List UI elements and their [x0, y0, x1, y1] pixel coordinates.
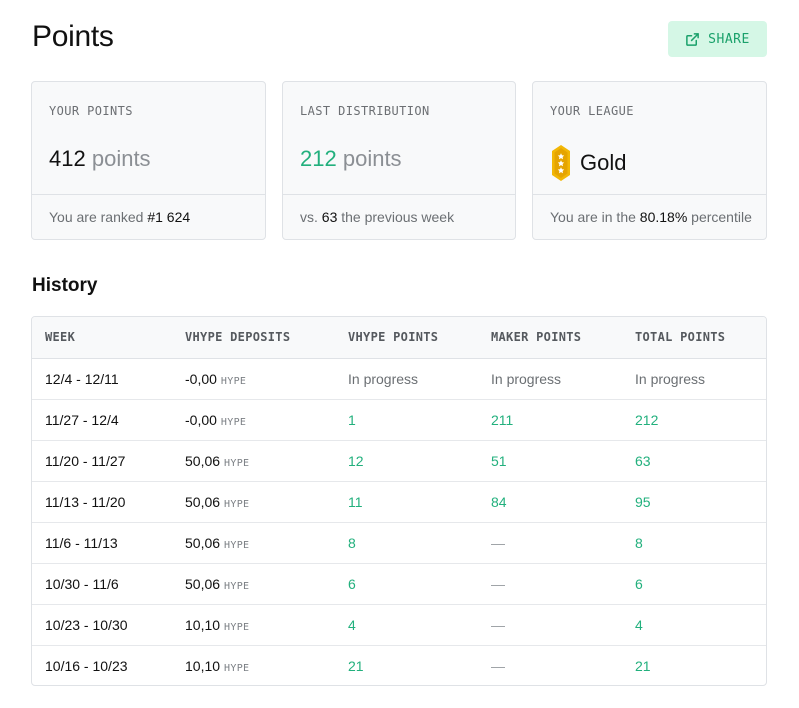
deposit-cell: 50,06 HYPE: [172, 481, 335, 523]
week-cell: 11/27 - 12/4: [32, 399, 172, 441]
currency-label: HYPE: [224, 457, 250, 469]
vhype-points-cell: 8: [335, 522, 478, 564]
share-button[interactable]: SHARE: [668, 21, 767, 57]
total-points-cell: 212: [622, 399, 766, 441]
maker-points-cell: 84: [478, 481, 622, 523]
column-header-vhype-deposits: VHYPE DEPOSITS: [172, 317, 335, 359]
vhype-points-cell: 1: [335, 399, 478, 441]
currency-label: HYPE: [224, 580, 250, 592]
total-points-cell: 8: [622, 522, 766, 564]
vhype-points-cell: 11: [335, 481, 478, 523]
column-header-total-points: TOTAL POINTS: [622, 317, 766, 359]
table-row: 11/20 - 11/27 50,06 HYPE 12 51 63: [32, 440, 766, 482]
your-points-unit: points: [91, 146, 151, 171]
deposit-cell: 10,10 HYPE: [185, 657, 250, 674]
column-header-vhype-points: VHYPE POINTS: [335, 317, 478, 359]
deposit-cell: -0,00 HYPE: [172, 399, 335, 441]
week-cell: 11/20 - 11/27: [32, 440, 172, 482]
maker-points-cell: —: [478, 604, 622, 646]
currency-label: HYPE: [224, 621, 250, 633]
external-link-icon: [685, 32, 700, 47]
previous-week-value: 63: [321, 209, 338, 225]
week-cell: 12/4 - 12/11: [32, 358, 172, 400]
total-points-cell: 63: [622, 440, 766, 482]
percentile-value: 80.18%: [639, 209, 688, 225]
deposit-cell: 50,06 HYPE: [172, 440, 335, 482]
vhype-points-cell: 4: [335, 604, 478, 646]
table-row: 12/4 - 12/11 -0,00 HYPE In progress In pr…: [32, 358, 766, 400]
rank-value: #1 624: [147, 209, 191, 225]
card-divider: [283, 194, 515, 195]
league-percentile: You are in the 80.18% percentile: [550, 209, 752, 225]
column-header-week: WEEK: [32, 317, 172, 359]
total-points-cell: 6: [622, 563, 766, 605]
league-caption: YOUR LEAGUE: [550, 104, 634, 118]
table-row: 10/30 - 11/6 50,06 HYPE 6 — 6: [32, 563, 766, 605]
currency-label: HYPE: [220, 416, 247, 428]
your-points-rank: You are ranked #1 624: [49, 209, 191, 225]
currency-label: HYPE: [224, 662, 250, 674]
league-card: YOUR LEAGUE Gold You are in the 80.18% p…: [532, 81, 767, 240]
vhype-points-cell: In progress: [335, 358, 478, 400]
maker-points-cell: 51: [478, 440, 622, 482]
maker-points-cell: In progress: [478, 358, 622, 400]
vhype-points-cell: 12: [335, 440, 478, 482]
deposit-cell: 50,06 HYPE: [172, 563, 335, 605]
last-distribution-value: 212 points: [300, 146, 402, 172]
history-table: WEEK VHYPE DEPOSITS VHYPE POINTS MAKER P…: [31, 316, 767, 686]
currency-label: HYPE: [220, 375, 247, 387]
deposit-cell: 10,10 HYPE: [172, 604, 335, 646]
gold-league-badge-icon: [550, 144, 572, 182]
maker-points-cell: 211: [478, 399, 622, 441]
vhype-points-cell: 6: [335, 563, 478, 605]
week-cell: 10/30 - 11/6: [32, 563, 172, 605]
last-distribution-number: 212: [300, 146, 337, 171]
week-cell: 11/6 - 11/13: [32, 522, 172, 564]
currency-label: HYPE: [224, 498, 250, 510]
your-points-value: 412 points: [49, 146, 151, 172]
table-row: 11/6 - 11/13 50,06 HYPE 8 — 8: [32, 522, 766, 564]
last-distribution-card: LAST DISTRIBUTION 212 points vs. 63 the …: [282, 81, 516, 240]
deposit-cell: -0,00 HYPE: [172, 358, 335, 400]
page-title: Points: [32, 20, 114, 53]
week-cell: 10/23 - 10/30: [32, 604, 172, 646]
table-header-row: WEEK VHYPE DEPOSITS VHYPE POINTS MAKER P…: [32, 317, 766, 359]
your-points-card: YOUR POINTS 412 points You are ranked #1…: [31, 81, 266, 240]
card-divider: [32, 194, 265, 195]
total-points-cell: 95: [622, 481, 766, 523]
last-distribution-unit: points: [342, 146, 402, 171]
vhype-points-cell: 21: [348, 657, 364, 674]
maker-points-cell: —: [491, 657, 505, 674]
share-label: SHARE: [708, 31, 750, 47]
maker-points-cell: —: [478, 563, 622, 605]
week-cell: 10/16 - 10/23: [45, 657, 128, 674]
last-distribution-caption: LAST DISTRIBUTION: [300, 104, 430, 118]
column-header-maker-points: MAKER POINTS: [478, 317, 622, 359]
deposit-cell: 50,06 HYPE: [172, 522, 335, 564]
total-points-cell: In progress: [622, 358, 766, 400]
previous-week-comparison: vs. 63 the previous week: [300, 209, 455, 225]
your-points-number: 412: [49, 146, 86, 171]
week-cell: 11/13 - 11/20: [32, 481, 172, 523]
total-points-cell: 4: [622, 604, 766, 646]
table-row: 11/27 - 12/4 -0,00 HYPE 1 211 212: [32, 399, 766, 441]
league-name: Gold: [580, 150, 627, 175]
history-title: History: [32, 275, 98, 296]
table-row: 10/23 - 10/30 10,10 HYPE 4 — 4: [32, 604, 766, 646]
currency-label: HYPE: [224, 539, 250, 551]
table-row: 10/16 - 10/23 10,10 HYPE 21 — 21: [32, 645, 766, 685]
maker-points-cell: —: [478, 522, 622, 564]
your-points-caption: YOUR POINTS: [49, 104, 133, 118]
card-divider: [533, 194, 766, 195]
table-row: 11/13 - 11/20 50,06 HYPE 11 84 95: [32, 481, 766, 523]
league-value: Gold: [550, 144, 626, 182]
total-points-cell: 21: [635, 657, 651, 674]
